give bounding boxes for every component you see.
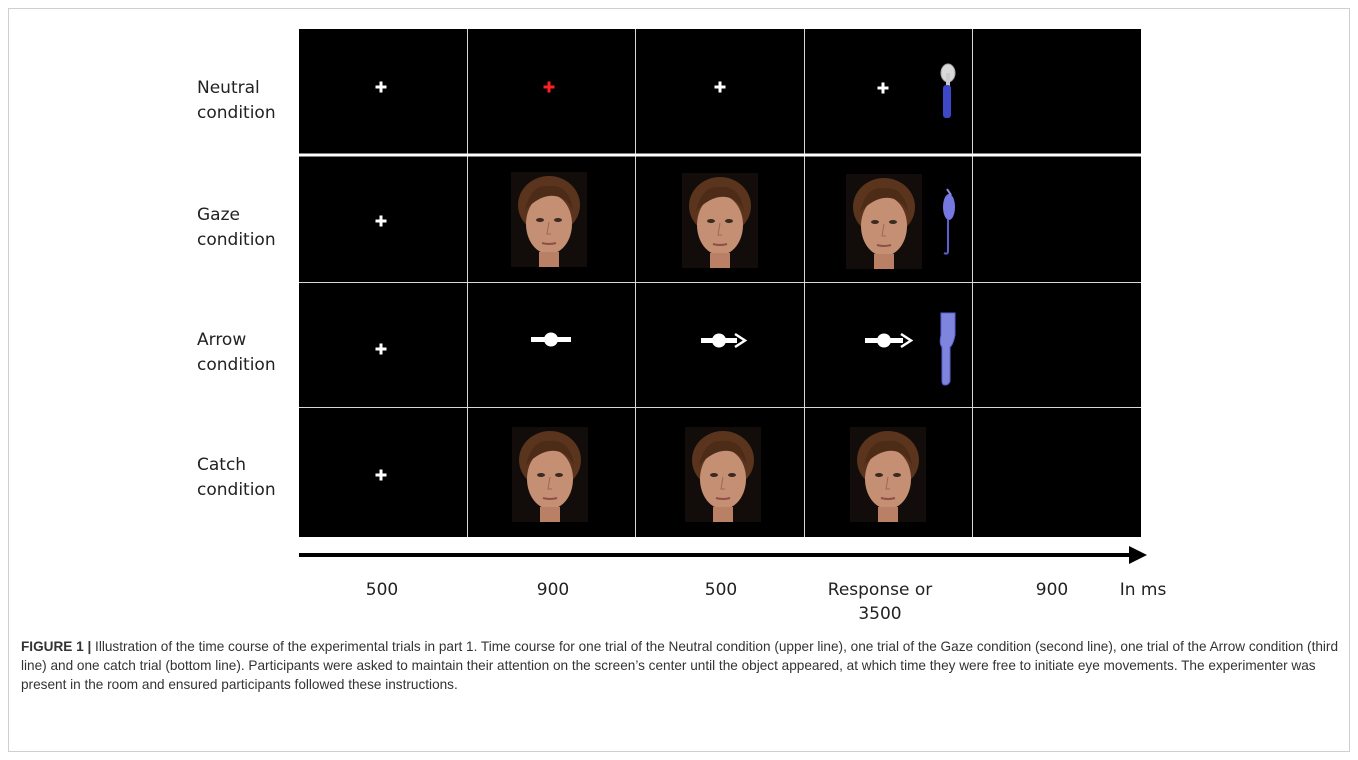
response-label-line2: 3500 (858, 604, 902, 624)
row-label-line2: condition (197, 355, 276, 375)
row-label-neutral: Neutral condition (197, 76, 276, 126)
right-arrow-cue-icon (865, 332, 914, 349)
time-label-900: 900 (1035, 580, 1069, 600)
time-label-response: Response or 3500 (790, 578, 970, 626)
fixation-cross-icon (375, 469, 387, 481)
fixation-cross-icon (877, 82, 889, 94)
time-unit-label: In ms (1119, 580, 1167, 600)
spatula-object-icon (939, 312, 956, 386)
neutral-arrow-cue-icon (531, 332, 571, 347)
row-label-line2: condition (197, 230, 276, 250)
caption-text: Illustration of the time course of the e… (21, 639, 1339, 693)
face-image (510, 171, 588, 268)
face-image (681, 172, 759, 269)
red-fixation-cross-icon (543, 81, 555, 93)
row-label-line2: condition (197, 480, 276, 500)
stimulus-grid (299, 29, 1141, 537)
time-label-500: 500 (704, 580, 738, 600)
row-label-gaze: Gaze condition (197, 203, 276, 253)
right-arrow-cue-icon (701, 332, 748, 349)
row-label-catch: Catch condition (197, 453, 276, 503)
row-label-line1: Arrow (197, 330, 247, 350)
face-image (845, 173, 923, 270)
row-label-line1: Neutral (197, 78, 260, 98)
time-label-500: 500 (365, 580, 399, 600)
figure-frame (8, 8, 1350, 752)
face-image (684, 426, 762, 523)
row-label-line1: Gaze (197, 205, 240, 225)
time-axis-arrow-icon (299, 546, 1147, 564)
face-image (849, 426, 927, 523)
response-label-line1: Response or (827, 580, 933, 600)
face-image (511, 426, 589, 523)
fixation-cross-icon (375, 81, 387, 93)
fixation-cross-icon (375, 215, 387, 227)
fixation-cross-icon (375, 343, 387, 355)
figure-label: FIGURE 1 | (21, 639, 92, 654)
row-label-arrow: Arrow condition (197, 328, 276, 378)
figure-caption: FIGURE 1 | Illustration of the time cour… (21, 637, 1339, 695)
row-label-line1: Catch (197, 455, 247, 475)
fixation-cross-icon (714, 81, 726, 93)
row-label-line2: condition (197, 103, 276, 123)
pizza-cutter-object-icon (940, 63, 956, 118)
time-label-900: 900 (536, 580, 570, 600)
grid-lines (299, 29, 1141, 537)
ladle-object-icon (943, 188, 955, 255)
